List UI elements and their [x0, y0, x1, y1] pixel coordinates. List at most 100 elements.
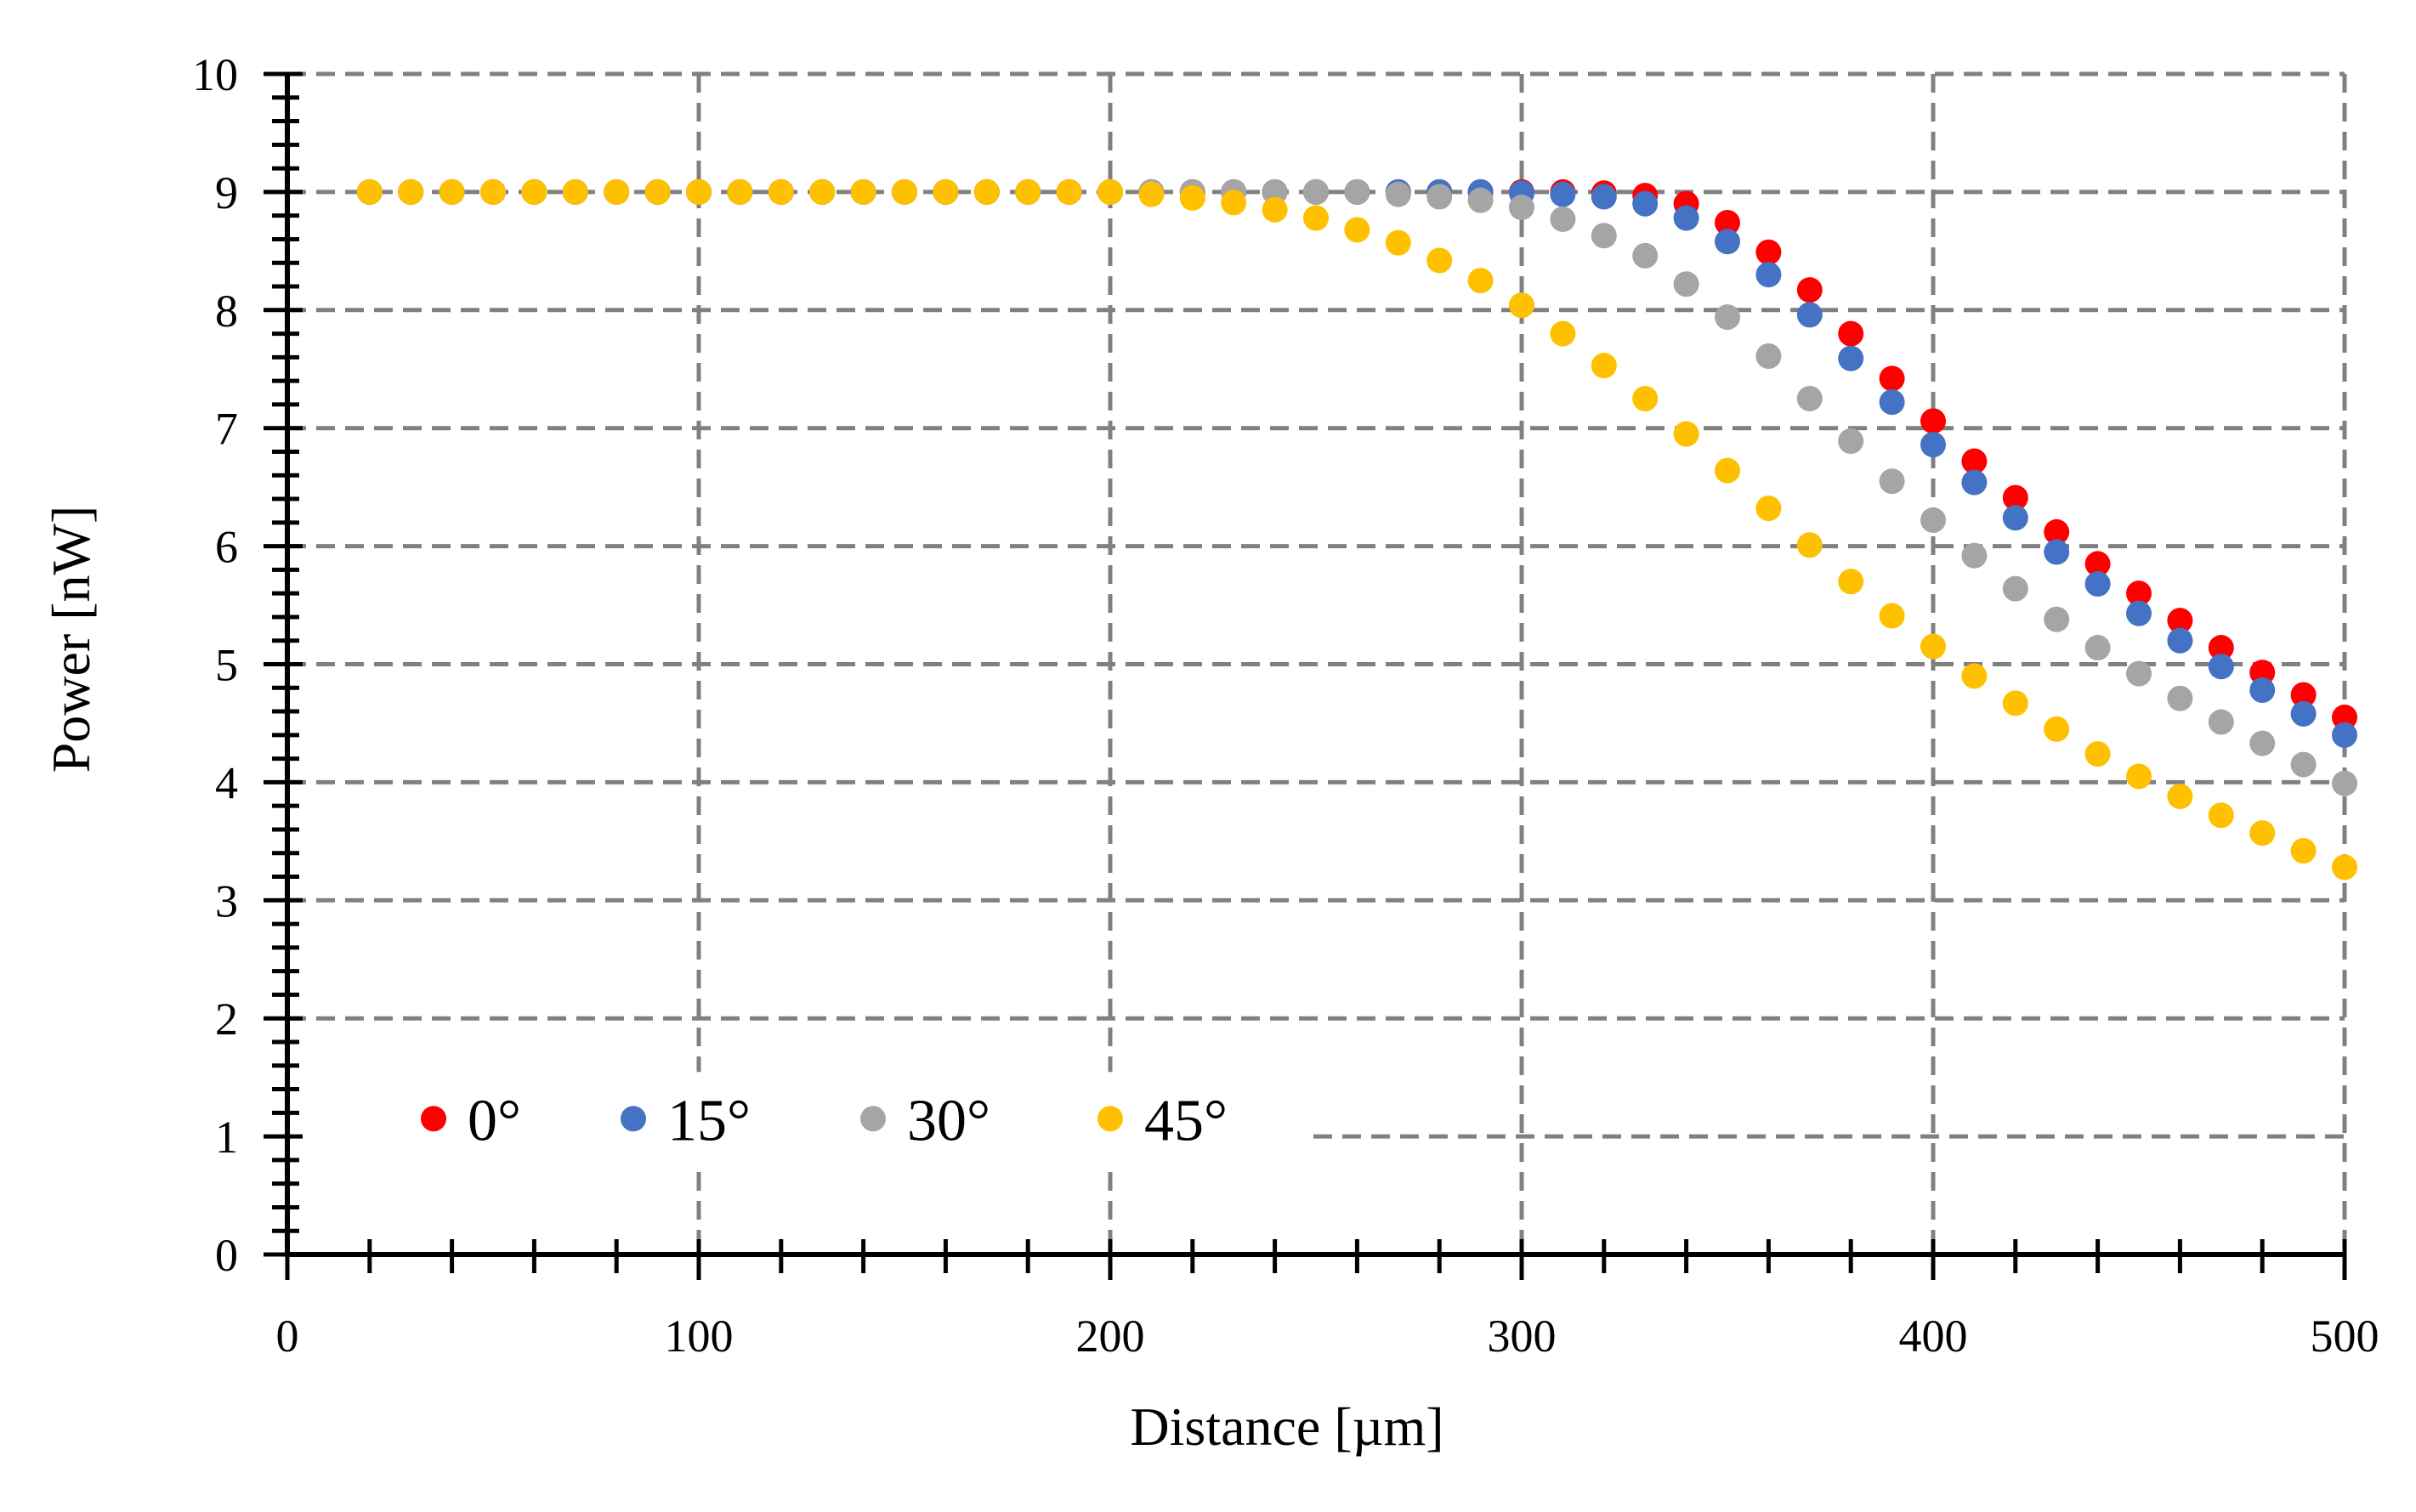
data-point	[850, 178, 876, 205]
data-point	[1879, 603, 1905, 629]
data-point	[1755, 496, 1782, 522]
y-tick-label: 2	[215, 994, 238, 1045]
data-point	[1509, 292, 1534, 319]
data-point	[2044, 539, 2070, 565]
data-point	[933, 178, 959, 205]
data-point	[1879, 389, 1905, 416]
y-tick-label: 0	[215, 1230, 238, 1281]
data-point	[2167, 627, 2193, 654]
data-point	[1673, 205, 1699, 231]
data-point	[1755, 262, 1782, 288]
data-point	[604, 178, 630, 205]
data-point	[1015, 178, 1041, 205]
legend-marker	[1097, 1106, 1123, 1132]
data-point	[727, 178, 753, 205]
y-tick-label: 8	[215, 286, 238, 337]
data-point	[356, 178, 383, 205]
data-point	[2002, 690, 2028, 716]
data-point	[1303, 205, 1329, 231]
data-point	[2044, 716, 2070, 742]
data-point	[2167, 608, 2193, 634]
y-tick-label: 1	[215, 1112, 238, 1163]
data-point	[1796, 302, 1823, 328]
data-point	[1961, 469, 1988, 496]
data-point	[2084, 571, 2111, 597]
data-point	[1632, 190, 1659, 217]
data-point	[2208, 709, 2234, 735]
data-point	[2249, 820, 2276, 847]
data-point	[1467, 187, 1494, 213]
legend-entry: 30°	[860, 1088, 990, 1153]
data-point	[1056, 178, 1082, 205]
data-point	[1920, 432, 1946, 458]
data-point	[2167, 685, 2193, 711]
data-point	[1920, 507, 1946, 534]
data-point	[1796, 385, 1823, 411]
legend-label: 15°	[667, 1088, 751, 1153]
data-point	[2290, 837, 2317, 864]
data-point	[398, 178, 424, 205]
data-point	[892, 178, 917, 205]
data-point	[1715, 457, 1740, 484]
data-point	[2126, 600, 2152, 626]
data-point	[2084, 741, 2111, 767]
data-point	[521, 178, 547, 205]
data-point	[1715, 304, 1740, 331]
data-point	[1715, 229, 1740, 255]
x-axis-title: Distance [µm]	[1130, 1396, 1443, 1457]
data-point	[1591, 184, 1617, 210]
data-point	[2290, 700, 2317, 727]
data-point	[1179, 184, 1205, 211]
data-point	[1755, 343, 1782, 369]
data-point	[2044, 606, 2070, 632]
legend-marker	[621, 1106, 646, 1132]
y-tick-label: 5	[215, 640, 238, 691]
data-point	[1632, 242, 1659, 269]
x-tick-label: 400	[1899, 1311, 1968, 1362]
grid-lines	[287, 71, 2347, 1254]
data-point	[1838, 345, 1864, 371]
data-point	[1385, 229, 1411, 256]
y-tick-label: 10	[192, 49, 238, 100]
x-tick-label: 100	[665, 1311, 734, 1362]
data-point	[1920, 408, 1946, 434]
data-point	[562, 178, 588, 205]
data-point	[1509, 194, 1534, 220]
data-point	[1467, 268, 1494, 294]
data-point	[1838, 569, 1864, 595]
data-point	[1673, 271, 1699, 297]
data-point	[2084, 551, 2111, 577]
y-axis-title: Power [nW]	[41, 506, 101, 773]
data-point	[2126, 580, 2152, 607]
data-point	[1591, 353, 1617, 379]
data-point	[1879, 365, 1905, 392]
data-point	[1755, 239, 1782, 265]
y-tick-label: 3	[215, 875, 238, 926]
data-point	[1838, 428, 1864, 454]
data-point	[768, 178, 794, 205]
data-point	[2249, 677, 2276, 704]
legend-background	[391, 1072, 1313, 1166]
data-point	[1550, 320, 1576, 347]
y-tick-label: 7	[215, 404, 238, 455]
data-point	[1879, 468, 1905, 495]
data-point	[2332, 722, 2357, 748]
data-point	[1344, 217, 1370, 243]
data-point	[2208, 802, 2234, 829]
legend-entry: 0°	[421, 1088, 521, 1153]
legend-marker	[421, 1106, 446, 1132]
data-point	[686, 178, 712, 205]
data-point	[439, 178, 465, 205]
data-point	[1715, 210, 1740, 236]
data-point	[1961, 663, 1988, 689]
x-tick-label: 0	[276, 1311, 299, 1362]
data-point	[809, 178, 836, 205]
data-point	[644, 178, 671, 205]
data-point	[2167, 784, 2193, 810]
data-point	[1262, 178, 1288, 205]
data-point	[1344, 178, 1370, 205]
x-tick-label: 300	[1488, 1311, 1557, 1362]
